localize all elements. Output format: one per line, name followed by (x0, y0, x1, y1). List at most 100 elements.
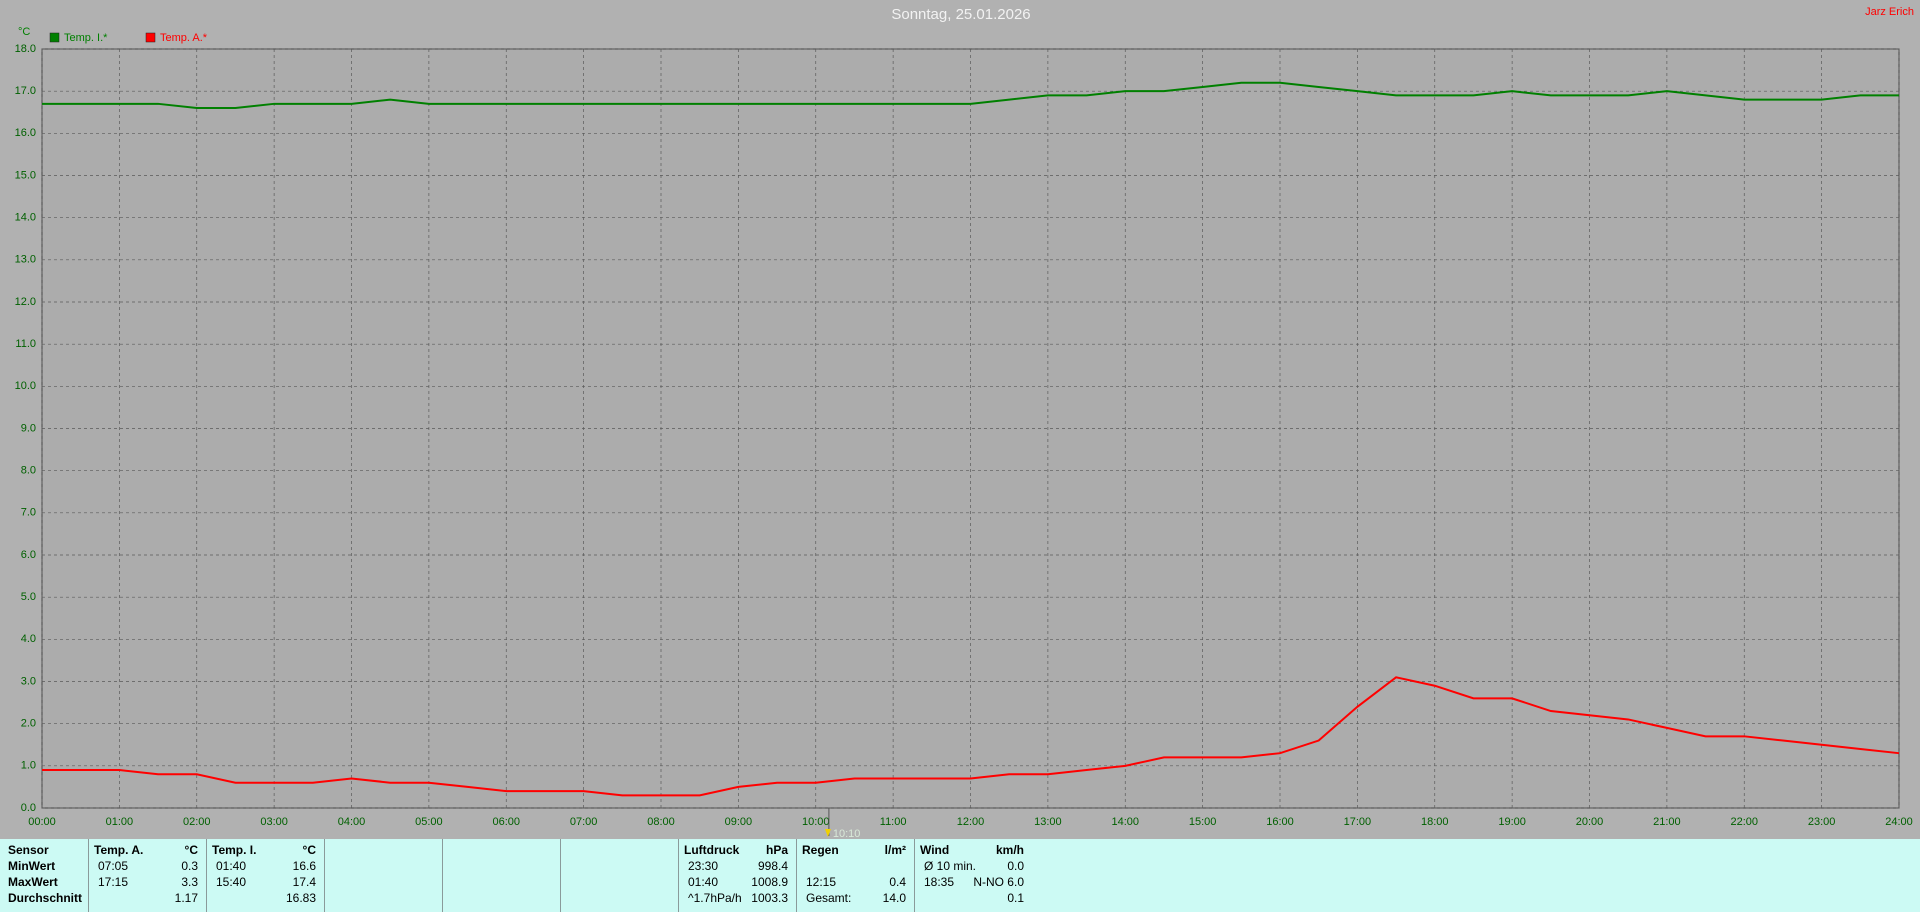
x-tick-label: 10:00 (802, 816, 830, 828)
cell-value: 0.4 (889, 875, 906, 889)
y-tick-label: 13.0 (15, 254, 36, 266)
y-tick-label: 14.0 (15, 212, 36, 224)
y-tick-label: 6.0 (21, 549, 36, 561)
column-box (560, 839, 679, 912)
block-unit: km/h (995, 843, 1024, 857)
column-box (442, 839, 561, 912)
cell-value: 1003.3 (751, 891, 788, 905)
cell-value: 0.0 (1007, 859, 1024, 873)
x-tick-label: 24:00 (1885, 816, 1913, 828)
legend-swatch (145, 32, 156, 43)
cell-label: 23:30 (688, 859, 719, 873)
x-tick-label: 03:00 (260, 816, 288, 828)
cell-value: 998.4 (757, 859, 788, 873)
x-tick-label: 07:00 (570, 816, 598, 828)
legend-swatch (49, 32, 60, 43)
column-box (914, 839, 1033, 912)
column-box (324, 839, 443, 912)
block-header: Temp. I. (212, 843, 257, 857)
marker-icon (824, 829, 831, 837)
y-tick-label: 7.0 (21, 507, 36, 519)
cell-value: 0.1 (1007, 891, 1024, 905)
x-tick-label: 20:00 (1576, 816, 1604, 828)
x-tick-label: 05:00 (415, 816, 443, 828)
x-tick-label: 14:00 (1111, 816, 1139, 828)
cell-label: 07:05 (98, 859, 129, 873)
row-label: Durchschnitt (8, 891, 83, 905)
x-tick-label: 02:00 (183, 816, 211, 828)
x-tick-label: 12:00 (957, 816, 985, 828)
legend-label: Temp. A.* (160, 32, 208, 44)
chart: Sonntag, 25.01.2026 °C Jarz Erich 0.0 1.0… (15, 6, 1914, 839)
block-header: Temp. A. (94, 843, 144, 857)
x-tick-label: 18:00 (1421, 816, 1449, 828)
x-tick-label: 19:00 (1498, 816, 1526, 828)
x-tick-label: 15:00 (1189, 816, 1217, 828)
chart-title: Sonntag, 25.01.2026 (891, 6, 1030, 23)
y-tick-label: 4.0 (21, 633, 36, 645)
marker-label: 10:10 (833, 828, 861, 839)
y-tick-label: 15.0 (15, 169, 36, 181)
cell-value: 14.0 (882, 891, 906, 905)
row-label: MinWert (8, 859, 56, 873)
cell-value: 1008.9 (751, 875, 788, 889)
cell-value: 3.3 (181, 875, 198, 889)
cell-value: 16.6 (292, 859, 316, 873)
x-tick-label: 04:00 (338, 816, 366, 828)
block-header: Regen (802, 843, 839, 857)
block-unit: l/m² (884, 843, 906, 857)
column-box (796, 839, 915, 912)
y-tick-label: 5.0 (21, 591, 36, 603)
cell-label: ^1.7hPa/h (688, 891, 742, 905)
block-header: Luftdruck (684, 843, 740, 857)
cell-value: 1.17 (174, 891, 198, 905)
x-tick-label: 21:00 (1653, 816, 1681, 828)
y-tick-label: 18.0 (15, 43, 36, 55)
y-tick-label: 10.0 (15, 380, 36, 392)
y-tick-label: 3.0 (21, 675, 36, 687)
x-tick-label: 16:00 (1266, 816, 1294, 828)
y-tick-label: 17.0 (15, 85, 36, 97)
block-unit: hPa (765, 843, 788, 857)
column-box (206, 839, 325, 912)
cell-label: Gesamt: (806, 891, 852, 905)
cell-label: 01:40 (688, 875, 719, 889)
cell-value: 0.3 (181, 859, 198, 873)
x-tick-label: 06:00 (492, 816, 520, 828)
cell-value: 16.83 (285, 891, 316, 905)
x-tick-label: 00:00 (28, 816, 56, 828)
legend-label: Temp. I.* (64, 32, 108, 44)
series-line (42, 676, 1900, 797)
cell-label: 18:35 (924, 875, 955, 889)
cell-label: 17:15 (98, 875, 129, 889)
cell-label: Ø 10 min. (924, 859, 977, 873)
x-tick-label: 08:00 (647, 816, 675, 828)
author: Jarz Erich (1865, 6, 1914, 18)
y-tick-label: 8.0 (21, 465, 36, 477)
column-box (678, 839, 797, 912)
y-tick-label: 1.0 (21, 760, 36, 772)
y-tick-label: 2.0 (21, 718, 36, 730)
x-tick-label: 17:00 (1344, 816, 1372, 828)
x-tick-label: 22:00 (1730, 816, 1758, 828)
block-header: Wind (920, 843, 950, 857)
row-label: MaxWert (8, 875, 58, 889)
y-tick-label: 0.0 (21, 802, 36, 814)
block-unit: °C (302, 843, 316, 857)
x-tick-label: 09:00 (725, 816, 753, 828)
row-label: Sensor (8, 843, 49, 857)
y-tick-label: 12.0 (15, 296, 36, 308)
y-tick-label: 9.0 (21, 422, 36, 434)
cell-label: 12:15 (806, 875, 837, 889)
x-tick-label: 23:00 (1808, 816, 1836, 828)
x-tick-label: 01:00 (106, 816, 134, 828)
y-tick-label: 11.0 (15, 338, 36, 350)
x-tick-label: 11:00 (880, 816, 907, 828)
y-tick-label: 16.0 (15, 127, 36, 139)
block-unit: °C (184, 843, 198, 857)
y-unit: °C (18, 26, 30, 38)
x-tick-label: 13:00 (1034, 816, 1062, 828)
cell-label: 01:40 (216, 859, 247, 873)
column-box (88, 839, 207, 912)
